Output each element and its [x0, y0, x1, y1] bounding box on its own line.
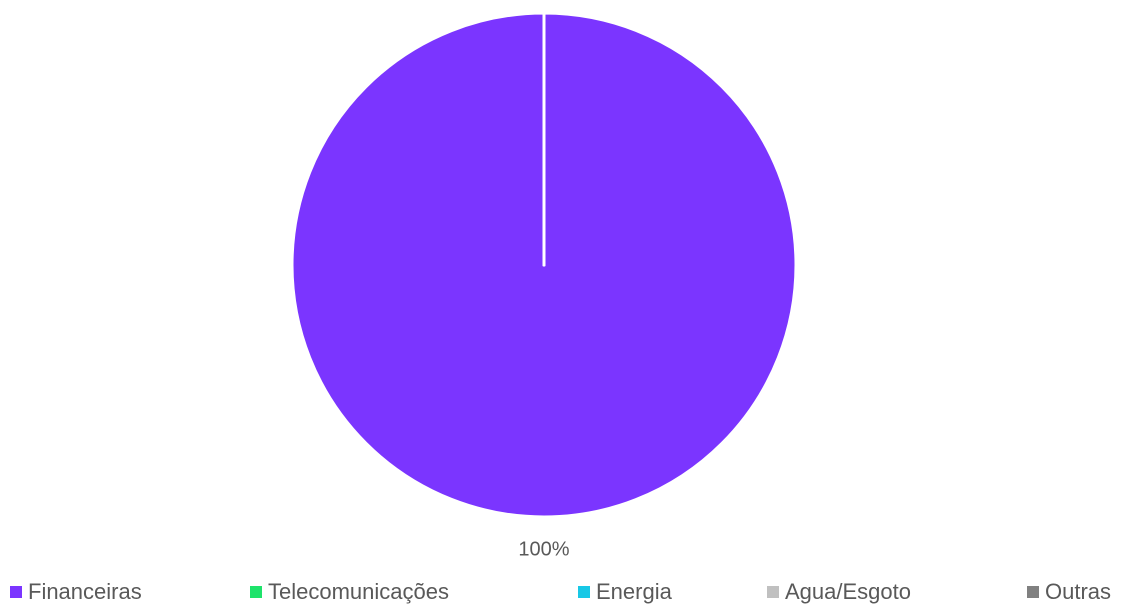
- legend-label: Telecomunicações: [268, 579, 449, 604]
- legend-swatch: [10, 586, 22, 598]
- legend-swatch: [250, 586, 262, 598]
- legend-label: Agua/Esgoto: [785, 579, 911, 604]
- legend-swatch: [578, 586, 590, 598]
- legend-label: Financeiras: [28, 579, 142, 604]
- legend-label: Energia: [596, 579, 673, 604]
- legend-label: Outras: [1045, 579, 1111, 604]
- legend-swatch: [767, 586, 779, 598]
- data-label: 100%: [518, 538, 569, 560]
- legend-swatch: [1027, 586, 1039, 598]
